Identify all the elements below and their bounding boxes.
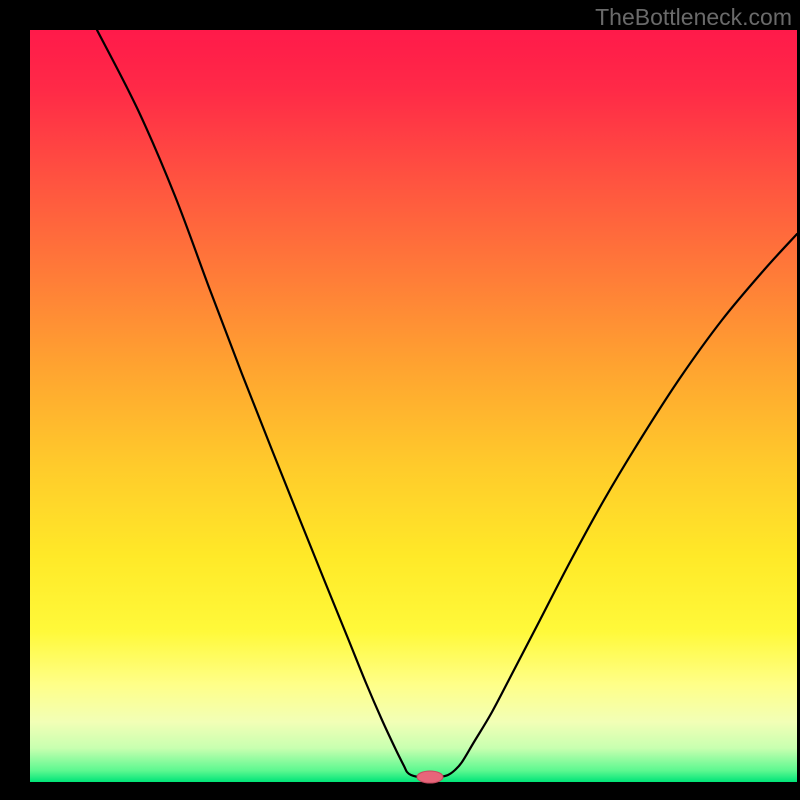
- plot-gradient: [30, 30, 797, 782]
- watermark-text: TheBottleneck.com: [595, 4, 792, 31]
- chart-svg: [0, 0, 800, 800]
- optimal-marker: [417, 771, 443, 783]
- chart-canvas: TheBottleneck.com: [0, 0, 800, 800]
